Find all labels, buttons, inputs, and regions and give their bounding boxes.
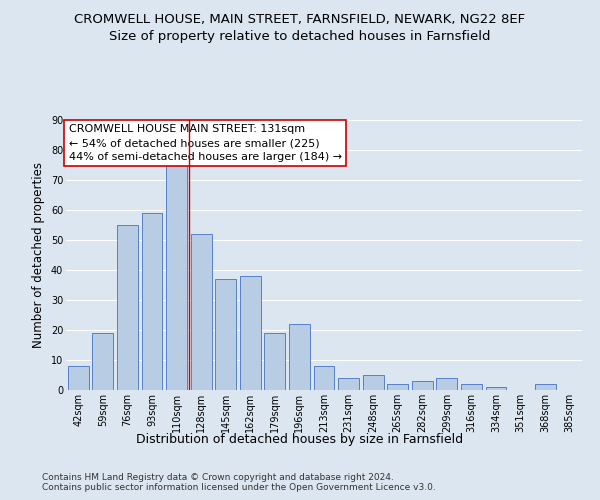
Bar	[535, 384, 556, 390]
Bar	[265, 333, 286, 390]
Text: CROMWELL HOUSE MAIN STREET: 131sqm
← 54% of detached houses are smaller (225)
44: CROMWELL HOUSE MAIN STREET: 131sqm ← 54%…	[68, 124, 342, 162]
Bar	[215, 279, 236, 390]
Bar	[314, 366, 334, 390]
Text: Contains HM Land Registry data © Crown copyright and database right 2024.
Contai: Contains HM Land Registry data © Crown c…	[42, 472, 436, 492]
Text: Distribution of detached houses by size in Farnsfield: Distribution of detached houses by size …	[136, 432, 464, 446]
Y-axis label: Number of detached properties: Number of detached properties	[32, 162, 45, 348]
Bar	[240, 276, 261, 390]
Text: Size of property relative to detached houses in Farnsfield: Size of property relative to detached ho…	[109, 30, 491, 43]
Bar	[387, 384, 408, 390]
Bar	[362, 375, 383, 390]
Bar	[166, 162, 187, 390]
Bar	[117, 225, 138, 390]
Bar	[92, 333, 113, 390]
Bar	[485, 387, 506, 390]
Text: CROMWELL HOUSE, MAIN STREET, FARNSFIELD, NEWARK, NG22 8EF: CROMWELL HOUSE, MAIN STREET, FARNSFIELD,…	[74, 12, 526, 26]
Bar	[461, 384, 482, 390]
Bar	[412, 381, 433, 390]
Bar	[436, 378, 457, 390]
Bar	[68, 366, 89, 390]
Bar	[289, 324, 310, 390]
Bar	[191, 234, 212, 390]
Bar	[338, 378, 359, 390]
Bar	[142, 213, 163, 390]
